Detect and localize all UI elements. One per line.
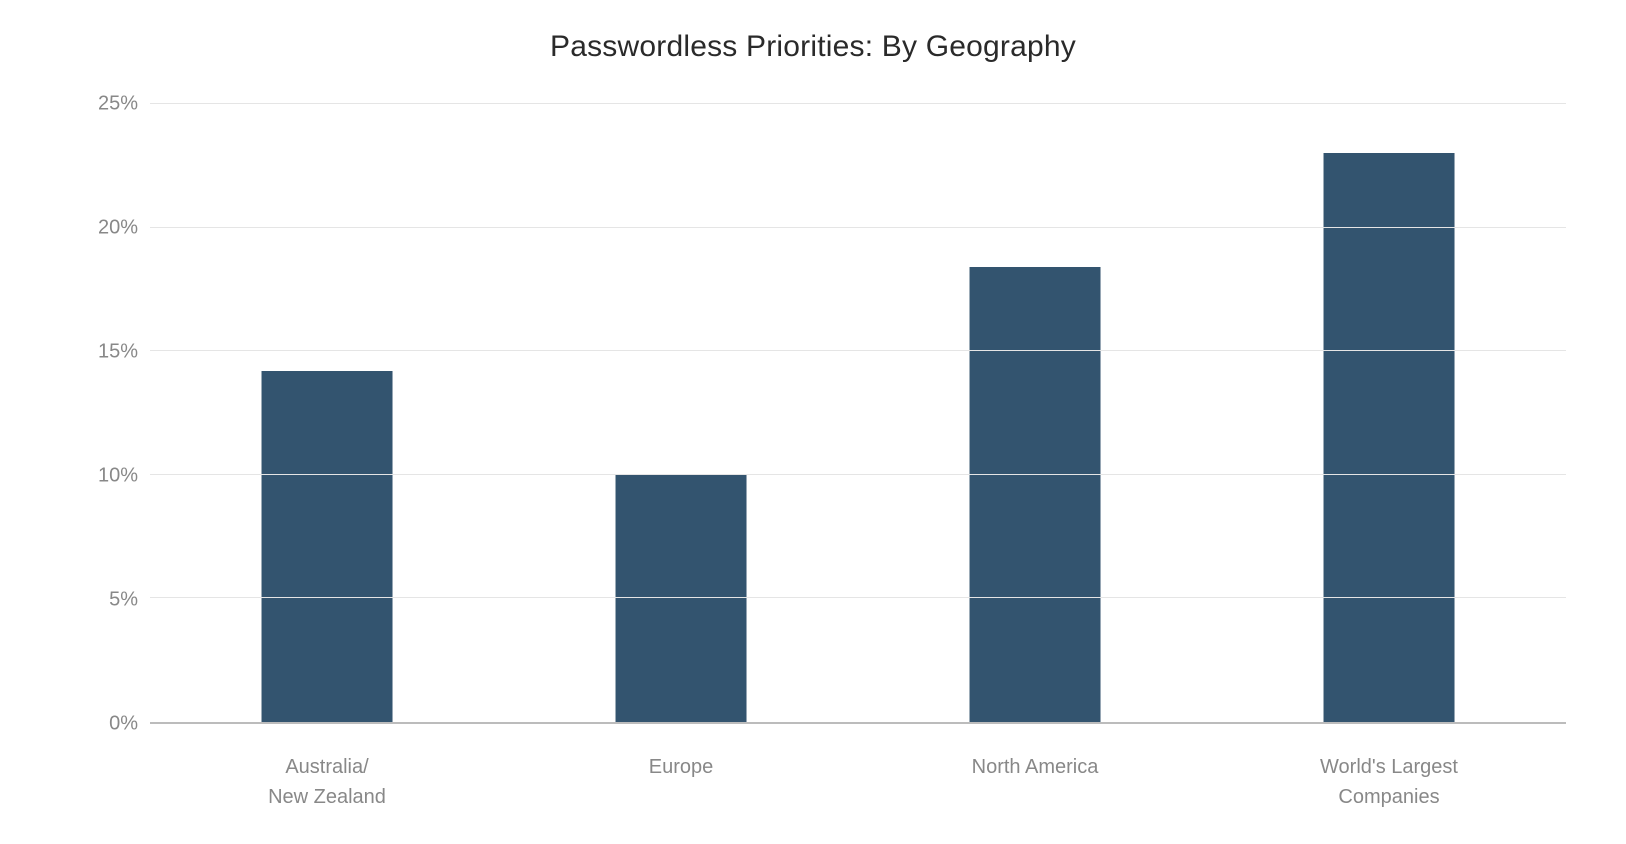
chart-title: Passwordless Priorities: By Geography	[60, 30, 1566, 64]
gridline	[150, 474, 1566, 475]
x-tick-label: North America	[858, 752, 1212, 812]
plot-area	[150, 104, 1566, 724]
gridline	[150, 350, 1566, 351]
x-tick-label: World's Largest Companies	[1212, 752, 1566, 812]
y-axis: 0%5%10%15%20%25%	[60, 104, 150, 724]
chart-container: Passwordless Priorities: By Geography 0%…	[0, 0, 1626, 844]
y-tick-label: 0%	[109, 713, 138, 736]
gridline	[150, 227, 1566, 228]
gridline	[150, 103, 1566, 104]
y-tick-label: 20%	[98, 217, 138, 240]
x-tick-label: Australia/ New Zealand	[150, 752, 504, 812]
x-tick-label: Europe	[504, 752, 858, 812]
bar	[616, 475, 747, 722]
bar-slot	[858, 104, 1212, 722]
plot-wrapper: 0%5%10%15%20%25%	[60, 104, 1566, 724]
bar-slot	[504, 104, 858, 722]
y-tick-label: 10%	[98, 465, 138, 488]
x-axis-labels: Australia/ New ZealandEuropeNorth Americ…	[150, 752, 1566, 812]
bars-row	[150, 104, 1566, 722]
y-tick-label: 25%	[98, 93, 138, 116]
bar-slot	[150, 104, 504, 722]
y-tick-label: 5%	[109, 589, 138, 612]
gridline	[150, 597, 1566, 598]
bar	[1324, 153, 1455, 722]
bar-slot	[1212, 104, 1566, 722]
y-tick-label: 15%	[98, 341, 138, 364]
bar	[970, 267, 1101, 722]
bar	[262, 371, 393, 722]
